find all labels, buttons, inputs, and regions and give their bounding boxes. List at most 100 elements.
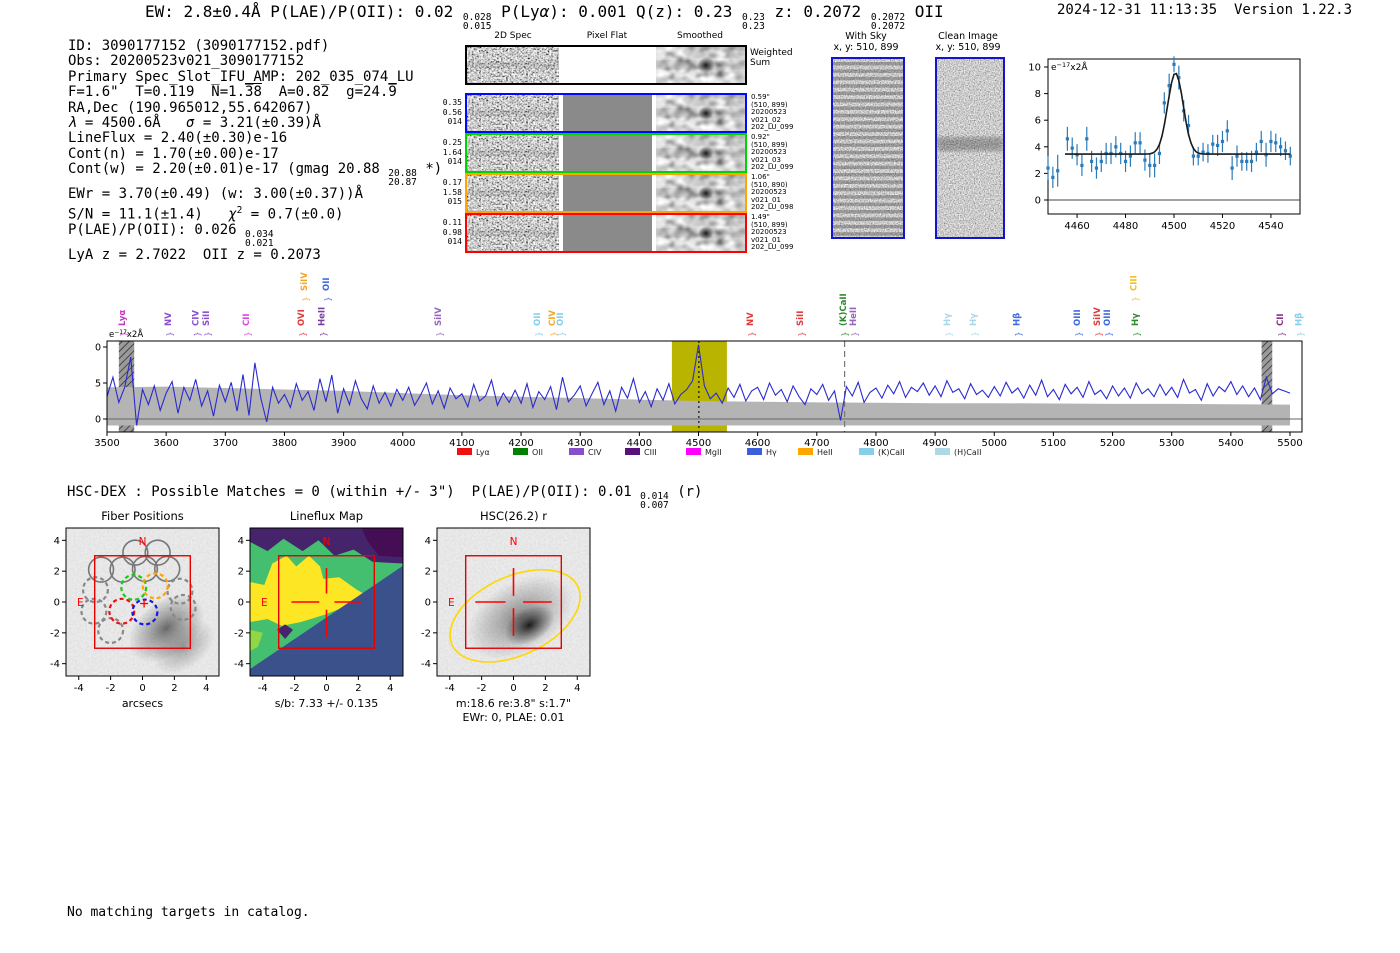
extraction-box [93, 555, 192, 649]
svg-text:4: 4 [1035, 142, 1041, 153]
fiber-circle [81, 576, 110, 604]
legend-swatch [798, 448, 813, 455]
legend-swatch [625, 448, 640, 455]
pixel-flat-image [563, 175, 652, 211]
row-weights-label: 0.35 0.56 014 [442, 98, 462, 126]
svg-text:0: 0 [95, 415, 101, 426]
info-line: Cont(w) = 2.20(±0.01)e-17 (gmag 20.88 20… [68, 161, 443, 189]
fiber-circle [169, 593, 197, 621]
emission-line-label: CIV [548, 310, 558, 326]
emission-label-bracket: { [204, 331, 213, 336]
emission-label-bracket: { [1015, 331, 1024, 336]
emission-label-bracket: { [1133, 331, 1142, 336]
emission-line-label: HeII [849, 307, 859, 326]
svg-text:4: 4 [425, 536, 431, 547]
timestamp-version: 2024-12-31 11:13:35 Version 1.22.3 [1057, 2, 1353, 18]
spectrum-svg: 3500 3600 3700 3800 3900 4000 4100 4200 4300 4400… [89, 272, 1305, 457]
emission-line-label: OII [322, 277, 332, 291]
svg-text:4540: 4540 [1258, 221, 1283, 232]
emission-label-bracket: { [320, 331, 329, 336]
info-line: Cont(n) = 1.70(±0.00)e-17 [68, 145, 279, 162]
emission-line-label: SiIV [300, 272, 310, 291]
svg-text:0: 0 [1035, 196, 1041, 207]
row-weights-label: 0.17 1.58 015 [442, 178, 462, 206]
svg-text:0: 0 [323, 683, 329, 694]
col-title-2dspec: 2D Spec [494, 31, 532, 41]
svg-text:3800: 3800 [272, 438, 297, 449]
emission-label-bracket: { [1075, 331, 1084, 336]
svg-text:8: 8 [1035, 89, 1041, 100]
legend-swatch [935, 448, 950, 455]
svg-text:4500: 4500 [686, 438, 711, 449]
legend-label: HeII [817, 448, 833, 457]
legend-label: Lyα [476, 448, 490, 457]
emission-line-label: SiIV [1093, 307, 1103, 326]
emission-line-label: OII [556, 312, 566, 326]
legend-label: OII [532, 448, 543, 457]
emission-label-bracket: { [841, 331, 850, 336]
fiber-positions-chart: Fiber Positions N E -4 -4 -2 -2 0 0 2 2 4 4 arcsecs [30, 508, 235, 732]
emission-line-label: NV [746, 312, 756, 326]
2d-spec-image [467, 95, 559, 131]
svg-text:e−17x2Å: e−17x2Å [109, 328, 143, 340]
emission-label-bracket: { [244, 331, 253, 336]
footer-line-1: No matching targets in catalog. [67, 905, 310, 920]
svg-text:4: 4 [387, 683, 393, 694]
svg-text:-4: -4 [258, 683, 268, 694]
svg-text:5: 5 [95, 379, 101, 390]
svg-text:4600: 4600 [745, 438, 770, 449]
svg-text:4480: 4480 [1113, 221, 1138, 232]
compass-north: N [139, 536, 147, 548]
hsc-cutout-chart: HSC(26.2) r N E -4 -4 -2 -2 0 0 2 2 4 4 m:18.6 re:3.8… [401, 508, 606, 732]
smoothed-image [656, 95, 745, 131]
info-line: LyA z = 2.7022 OII z = 0.2073 [68, 246, 321, 263]
legend-swatch [457, 448, 472, 455]
svg-text:-4: -4 [50, 659, 60, 670]
svg-text:-2: -2 [477, 683, 487, 694]
pixel-flat-image [563, 215, 652, 251]
info-line: RA,Dec (190.965012,55.642067) [68, 99, 313, 116]
svg-text:4900: 4900 [922, 438, 947, 449]
emission-line-label: OII [533, 312, 543, 326]
emission-line-label: (K)CaII [839, 293, 849, 326]
svg-text:0: 0 [425, 598, 431, 609]
emission-label-bracket: { [1131, 296, 1140, 301]
detection-info-block: ID: 3090177152 (3090177152.pdf) Obs: 2020… [68, 38, 443, 263]
compass-north: N [323, 536, 331, 548]
legend-label: Hγ [766, 448, 777, 457]
svg-text:5500: 5500 [1277, 438, 1302, 449]
row-weights-label: 0.11 0.98 014 [442, 218, 462, 246]
svg-text:4500: 4500 [1161, 221, 1186, 232]
emission-label-bracket: { [299, 331, 308, 336]
2d-spec-image [467, 135, 559, 171]
svg-text:e−17x2Å: e−17x2Å [1051, 61, 1088, 73]
svg-text:2: 2 [1035, 169, 1041, 180]
svg-text:4400: 4400 [627, 438, 652, 449]
emission-line-label: OIII [1103, 309, 1113, 326]
svg-text:4100: 4100 [449, 438, 474, 449]
legend-label: CIV [588, 448, 602, 457]
emission-label-bracket: { [194, 331, 203, 336]
footer-line-2: Row intentionally blank. [67, 952, 310, 953]
full-spectrum-chart: 3500 3600 3700 3800 3900 4000 4100 4200 4300 4400… [89, 262, 1310, 471]
svg-text:-4: -4 [421, 659, 431, 670]
svg-text:3700: 3700 [213, 438, 238, 449]
svg-text:-4: -4 [445, 683, 455, 694]
emission-line-label: OVI [297, 309, 307, 326]
svg-text:5100: 5100 [1041, 438, 1066, 449]
emission-line-label: Hβ [1294, 313, 1304, 326]
emission-line-label: SiIV [434, 307, 444, 326]
emission-line-label: Lyα [118, 310, 128, 326]
compass-east: E [448, 597, 455, 609]
pixel-flat-image [563, 135, 652, 171]
legend-swatch [569, 448, 584, 455]
svg-text:3500: 3500 [95, 438, 120, 449]
info-line: ID: 3090177152 (3090177152.pdf) [68, 38, 330, 54]
emission-label-bracket: { [550, 331, 559, 336]
fiber-circle [131, 598, 159, 626]
cutout-xlabel2: EWr: 0, PLAE: 0.01 [462, 711, 564, 724]
legend-label: (K)CaII [878, 448, 905, 457]
emission-line-label: Hβ [1013, 313, 1023, 326]
legend-label: (H)CaII [954, 448, 981, 457]
emission-label-bracket: { [1296, 331, 1305, 336]
